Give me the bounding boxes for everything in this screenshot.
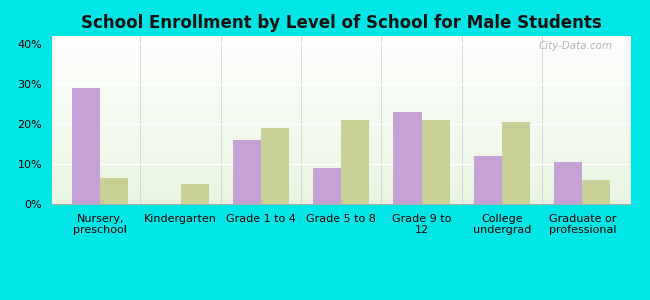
Bar <box>341 120 369 204</box>
Bar <box>474 156 502 204</box>
Bar <box>233 140 261 204</box>
Bar <box>582 180 610 204</box>
Bar <box>422 120 450 204</box>
Bar <box>502 122 530 204</box>
Bar <box>100 178 128 204</box>
Bar <box>181 184 209 204</box>
Legend: South Corning, New York: South Corning, New York <box>229 298 454 300</box>
Text: City-Data.com: City-Data.com <box>539 41 613 51</box>
Title: School Enrollment by Level of School for Male Students: School Enrollment by Level of School for… <box>81 14 602 32</box>
Bar <box>393 112 422 204</box>
Bar <box>261 128 289 204</box>
Bar <box>313 168 341 204</box>
Bar <box>554 162 582 204</box>
Bar <box>72 88 100 204</box>
